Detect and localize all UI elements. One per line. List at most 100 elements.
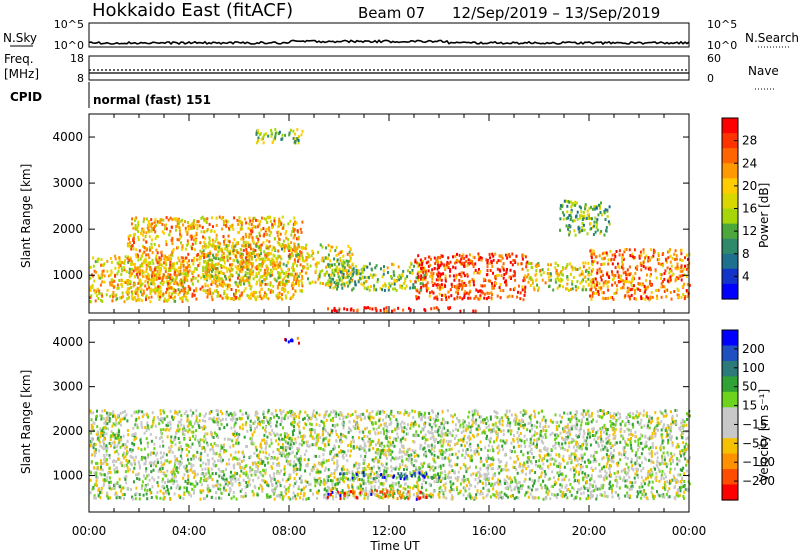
- echo-cell: [501, 468, 503, 472]
- echo-cell: [301, 259, 304, 263]
- echo-cell: [173, 217, 176, 221]
- echo-cell: [449, 288, 452, 292]
- echo-cell: [412, 440, 415, 443]
- echo-cell: [265, 132, 267, 136]
- echo-cell: [650, 268, 652, 272]
- echo-cell: [106, 288, 109, 292]
- echo-cell: [461, 262, 464, 266]
- echo-cell: [547, 425, 550, 429]
- echo-cell: [149, 223, 152, 227]
- echo-cell: [408, 306, 410, 310]
- echo-cell: [382, 272, 385, 276]
- echo-cell: [226, 220, 229, 224]
- echo-cell: [447, 306, 450, 310]
- echo-cell: [263, 278, 266, 282]
- echo-cell: [327, 284, 330, 288]
- echo-cell: [578, 273, 581, 277]
- echo-cell: [168, 254, 171, 258]
- echo-cell: [232, 245, 235, 249]
- echo-cell: [642, 466, 645, 470]
- echo-cell: [502, 289, 505, 293]
- echo-cell: [274, 128, 277, 132]
- echo-cell: [221, 271, 224, 275]
- echo-cell: [138, 463, 141, 467]
- echo-cell: [661, 280, 664, 284]
- echo-cell: [578, 457, 581, 461]
- echo-cell: [341, 264, 344, 268]
- echo-cell: [148, 286, 150, 290]
- echo-cell: [626, 273, 629, 277]
- echo-cell: [186, 239, 189, 243]
- echo-cell: [154, 224, 156, 228]
- echo-cell: [443, 426, 445, 430]
- echo-cell: [308, 253, 310, 257]
- echo-cell: [317, 250, 319, 254]
- echo-cell: [499, 482, 502, 486]
- echo-cell: [441, 254, 444, 258]
- echo-cell: [178, 226, 181, 229]
- echo-cell: [567, 216, 569, 220]
- echo-cell: [416, 272, 419, 276]
- echo-cell: [277, 276, 280, 280]
- echo-cell: [239, 283, 242, 286]
- echo-cell: [431, 495, 434, 499]
- echo-cell: [508, 255, 511, 259]
- echo-cell: [596, 271, 599, 275]
- echo-cell: [528, 261, 530, 265]
- echo-cell: [169, 265, 172, 269]
- echo-cell: [221, 284, 224, 288]
- echo-cell: [200, 251, 203, 254]
- echo-cell: [580, 206, 582, 210]
- echo-cell: [463, 296, 466, 299]
- echo-cell: [319, 281, 322, 285]
- echo-cell: [164, 267, 167, 271]
- echo-cell: [669, 275, 672, 279]
- echo-cell: [567, 426, 570, 430]
- echo-cell: [182, 289, 185, 293]
- echo-cell: [489, 279, 492, 283]
- echo-cell: [389, 417, 392, 421]
- echo-cell: [644, 256, 647, 260]
- echo-cell: [424, 278, 427, 282]
- echo-cell: [101, 445, 104, 449]
- echo-cell: [325, 409, 328, 413]
- echo-cell: [397, 481, 400, 485]
- echo-cell: [237, 223, 240, 226]
- echo-cell: [647, 256, 650, 260]
- echo-cell: [196, 279, 199, 283]
- echo-cell: [264, 463, 266, 467]
- echo-cell: [134, 262, 136, 266]
- echo-cell: [173, 454, 176, 458]
- echo-cell: [422, 447, 425, 451]
- echo-cell: [336, 282, 339, 286]
- echo-cell: [190, 245, 193, 249]
- echo-cell: [203, 277, 206, 281]
- echo-cell: [561, 436, 564, 440]
- echo-cell: [319, 243, 322, 247]
- echo-cell: [207, 245, 210, 249]
- echo-cell: [564, 474, 567, 478]
- echo-cell: [540, 471, 543, 475]
- echo-cell: [148, 256, 151, 260]
- echo-cell: [271, 259, 274, 263]
- echo-cell: [102, 269, 105, 273]
- echo-cell: [635, 414, 638, 418]
- echo-cell: [278, 130, 281, 134]
- echo-cell: [427, 264, 430, 268]
- echo-cell: [662, 264, 664, 268]
- echo-cell: [648, 458, 651, 462]
- echo-cell: [100, 298, 103, 302]
- echo-cell: [274, 134, 277, 138]
- echo-cell: [506, 295, 509, 299]
- echo-cell: [308, 281, 311, 285]
- echo-cell: [581, 229, 584, 232]
- echo-cell: [151, 279, 154, 283]
- echo-cell: [649, 266, 652, 270]
- echo-cell: [255, 242, 258, 246]
- echo-cell: [259, 220, 262, 223]
- echo-cell: [358, 447, 361, 451]
- echo-cell: [102, 462, 105, 465]
- echo-cell: [287, 441, 290, 445]
- echo-cell: [153, 461, 155, 465]
- echo-cell: [121, 261, 124, 264]
